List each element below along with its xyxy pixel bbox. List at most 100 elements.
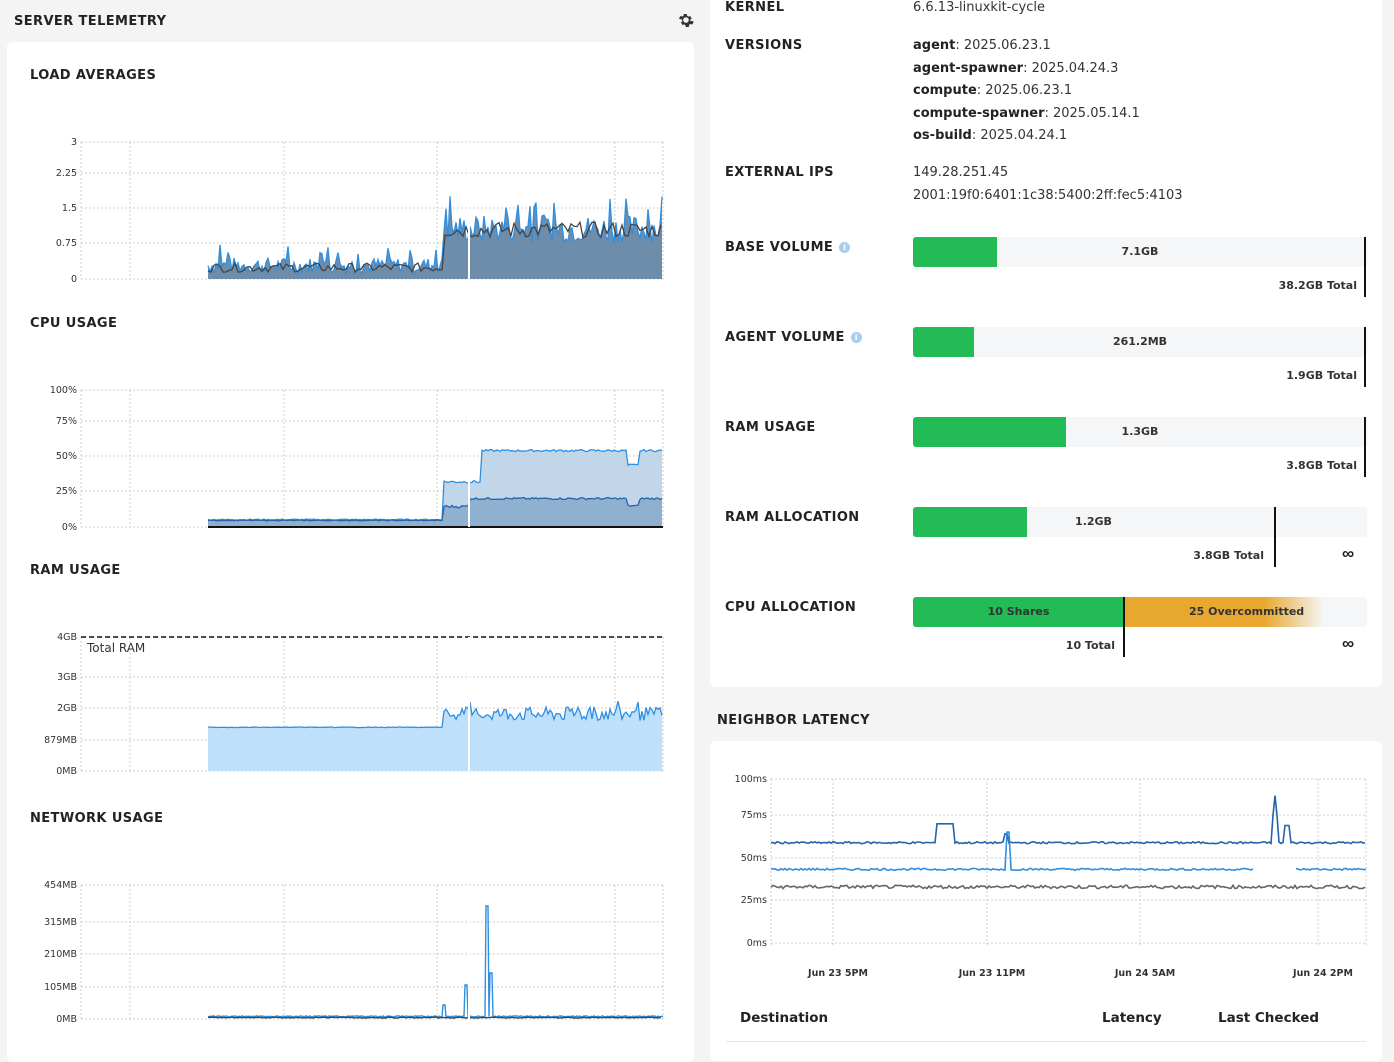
agent-volume-total: 1.9GB Total [1286,369,1357,382]
versions-list: agent: 2025.06.23.1 agent-spawner: 2025.… [913,35,1140,148]
y-tick-label: 0.75 [56,238,77,249]
latency-line-1 [770,795,1366,845]
external-ips-list: 149.28.251.45 2001:19f0:6401:1c38:5400:2… [913,162,1183,207]
info-icon[interactable]: i [839,242,851,253]
x-tick-label: Jun 23 5PM [807,968,868,979]
latency-line-2b [1295,867,1367,872]
agent-volume-bar: 261.2MB [913,327,1367,357]
y-tick-label: 105MB [44,982,77,993]
version-item: compute-spawner: 2025.05.14.1 [913,105,1140,121]
telemetry-panel: SERVER TELEMETRY LOAD AVERAGES 3 2.25 1.5 0… [0,0,702,1062]
ram-allocation-bar: 1.2GB [913,507,1367,537]
versions-label: VERSIONS [725,38,803,53]
ram-usage-used: 1.3GB [1121,425,1159,438]
load-line-1m [207,196,663,276]
cpu-line-user [207,496,663,522]
y-tick-label: 315MB [44,917,77,928]
net-line-in [207,905,664,1019]
y-tick-label: 4GB [57,632,77,643]
ram-line [208,700,663,729]
y-tick-label: 879MB [44,735,77,746]
agent-volume-label: AGENT VOLUME i [725,330,862,345]
y-tick-label: 100% [50,385,77,396]
latency-line-2 [770,831,1254,872]
load-averages-chart: LOAD AVERAGES 32.251.50.750Jun 21 8PMJun… [7,68,694,308]
y-tick-label: 100ms [735,774,767,785]
y-tick-label: 75% [56,416,77,427]
external-ips-label: EXTERNAL IPS [725,165,834,180]
cpu-usage-title: CPU USAGE [30,316,118,331]
y-tick-label: 25ms [741,895,767,906]
version-item: agent-spawner: 2025.04.24.3 [913,60,1119,76]
col-last-checked[interactable]: Last Checked [1218,1010,1320,1026]
latency-chart-svg: 100ms 75ms 50ms 25ms 0ms Jun 23 5PM Jun 23 11P… [735,774,1367,979]
telemetry-title: SERVER TELEMETRY [14,14,167,29]
cpu-allocation-marker [1123,597,1125,657]
telemetry-header: SERVER TELEMETRY [14,12,694,34]
y-tick-label: 75ms [741,810,767,821]
x-tick-label: Jun 24 2PM [1292,968,1353,979]
y-tick-label: 50% [56,451,77,462]
y-tick-label: 3GB [57,672,77,683]
version-item: agent: 2025.06.23.1 [913,38,1051,53]
agent-volume-used: 261.2MB [1112,335,1168,348]
y-tick-label: 0MB [56,766,77,777]
cpu-area-user [208,497,662,527]
base-volume-marker [1364,237,1366,297]
cpu-shares-fill [913,597,1124,627]
kernel-label: KERNEL [725,0,785,15]
col-latency[interactable]: Latency [1102,1010,1162,1026]
infinity-icon: ∞ [1342,634,1355,653]
load-area [208,196,662,279]
cpu-allocation-bar: 10 Shares 25 Overcommitted [913,597,1367,627]
ram-usage-marker [1364,417,1366,477]
cpu-chart-svg: 100%75%50%25%0%Jun 21 8PMJun 22 3PMJun 2… [50,385,664,533]
net-line-out [207,1016,662,1019]
y-tick-label: 0% [62,522,77,533]
y-tick-label: 0 [71,274,77,285]
ram-usage-label: RAM USAGE [725,420,816,435]
base-volume-label: BASE VOLUME i [725,240,851,255]
cpu-overcommit-fill [1124,597,1324,627]
ram-allocation-label: RAM ALLOCATION [725,510,860,525]
y-tick-label: 454MB [44,880,77,891]
gear-icon[interactable] [678,12,694,28]
y-tick-label: 3 [71,137,77,148]
base-volume-total: 38.2GB Total [1278,279,1357,292]
ram-usage-title: RAM USAGE [30,563,121,578]
kernel-value: 6.6.13-linuxkit-cycle [913,0,1045,15]
ram-allocation-fill [913,507,1027,537]
x-tick-label: Jun 23 11PM [958,968,1026,979]
version-item: compute: 2025.06.23.1 [913,83,1073,98]
x-tick-label: Jun 24 5AM [1114,968,1175,979]
infinity-icon: ∞ [1342,544,1355,563]
cpu-shares-label: 10 Shares [987,605,1050,618]
y-tick-label: 2GB [57,703,77,714]
col-destination[interactable]: Destination [740,1010,829,1026]
ram-allocation-marker [1274,507,1276,567]
base-volume-fill [913,237,997,267]
y-tick-label: 50ms [741,853,767,864]
agent-volume-marker [1364,327,1366,387]
y-tick-label: 0MB [56,1014,77,1025]
y-tick-label: 1.5 [62,203,77,214]
telemetry-card: LOAD AVERAGES 32.251.50.750Jun 21 8PMJun… [7,42,694,1062]
ram-allocation-total: 3.8GB Total [1193,549,1264,562]
cpu-allocation-total: 10 Total [1065,639,1115,652]
ram-usage-chart: RAM USAGE 4GB3GB2GB879MB0MBJun 21 8PMJun… [7,563,694,803]
cpu-allocation-label: CPU ALLOCATION [725,600,857,615]
ram-allocation-used: 1.2GB [1075,515,1112,528]
ram-usage-total: 3.8GB Total [1286,459,1357,472]
server-info-card: KERNEL 6.6.13-linuxkit-cycle VERSIONS ag… [710,0,1382,687]
base-volume-bar: 7.1GB [913,237,1367,267]
table-divider [726,1041,1366,1042]
ipv6-value: 2001:19f0:6401:1c38:5400:2ff:fec5:4103 [913,187,1183,203]
y-tick-label: 2.25 [56,168,77,179]
net-chart-svg: 454MB315MB210MB105MB0MBJun 21 8PMJun 22 … [44,880,664,1025]
load-line-5m [207,220,662,274]
info-icon[interactable]: i [850,332,862,343]
base-volume-used: 7.1GB [1121,245,1159,258]
neighbor-latency-title: NEIGHBOR LATENCY [717,713,870,728]
latency-line-3 [770,883,1366,890]
ipv4-value: 149.28.251.45 [913,165,1009,180]
